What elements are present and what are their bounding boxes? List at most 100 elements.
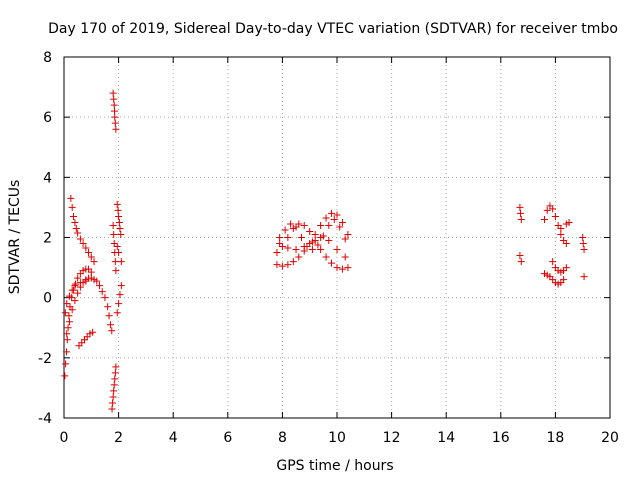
data-point [273, 261, 281, 269]
data-point [82, 244, 90, 252]
data-point [108, 327, 116, 335]
data-point [549, 205, 557, 213]
data-point [540, 215, 548, 223]
data-point [112, 363, 120, 371]
data-point [549, 258, 557, 266]
data-point [344, 230, 352, 238]
y-axis-label: SDTVAR / TECUs [7, 180, 23, 295]
data-point [93, 277, 101, 285]
data-point [68, 286, 76, 294]
data-point [116, 291, 124, 299]
data-point [117, 282, 125, 290]
x-tick-label: 8 [278, 430, 287, 446]
data-point [562, 240, 570, 248]
data-points [61, 89, 588, 413]
data-point [74, 229, 82, 237]
data-point [111, 119, 119, 127]
data-point [325, 221, 333, 229]
data-point [111, 113, 119, 121]
x-tick-label: 16 [492, 430, 510, 446]
data-point [338, 218, 346, 226]
y-tick-label: 8 [43, 50, 52, 66]
data-point [560, 276, 568, 284]
x-tick-label: 10 [328, 430, 346, 446]
data-point [336, 223, 344, 231]
data-point [108, 405, 116, 413]
data-point [105, 312, 113, 320]
data-point [111, 258, 119, 266]
data-point [106, 321, 114, 329]
data-point [110, 95, 118, 103]
data-point [322, 253, 330, 261]
data-point [74, 289, 82, 297]
data-point [551, 212, 559, 220]
data-point [516, 209, 524, 217]
data-point [113, 200, 121, 208]
data-point [580, 246, 588, 254]
data-point [308, 246, 316, 254]
data-point [276, 240, 284, 248]
data-point [95, 282, 103, 290]
data-point [63, 330, 71, 338]
data-point [76, 279, 84, 287]
data-point [314, 241, 322, 249]
data-point [110, 240, 118, 248]
data-point [565, 218, 573, 226]
data-point [71, 218, 79, 226]
data-point [276, 234, 284, 241]
data-point [344, 264, 352, 272]
data-point [115, 212, 123, 220]
data-point [68, 203, 76, 211]
data-point [562, 264, 570, 272]
data-point [62, 360, 70, 368]
data-point [74, 274, 82, 282]
data-point [63, 300, 71, 308]
data-point [317, 234, 325, 241]
data-point [110, 387, 118, 395]
data-point [516, 203, 524, 211]
y-tick-label: 2 [43, 231, 52, 247]
data-point [109, 399, 117, 407]
data-point [98, 288, 106, 296]
data-point [111, 107, 119, 115]
y-tick-label: 4 [43, 170, 52, 186]
data-point [298, 234, 306, 241]
data-point [284, 234, 292, 241]
data-point [109, 393, 117, 401]
data-point [330, 215, 338, 223]
data-point [322, 214, 330, 222]
data-point [85, 249, 93, 257]
y-tick-label: -4 [38, 411, 52, 427]
data-point [82, 277, 90, 285]
data-point [292, 223, 300, 231]
data-point [109, 221, 117, 229]
data-point [325, 237, 333, 245]
data-point [114, 206, 122, 214]
data-point [579, 240, 587, 248]
data-point [71, 282, 79, 290]
data-point [62, 348, 70, 356]
data-point [115, 300, 123, 308]
x-tick-label: 20 [601, 430, 619, 446]
data-point [63, 336, 71, 344]
data-point [557, 230, 565, 238]
data-point [87, 253, 95, 261]
data-point [112, 267, 120, 275]
data-point [580, 273, 588, 281]
data-point [109, 89, 117, 97]
data-point [115, 249, 123, 257]
data-point [89, 328, 97, 336]
data-point [71, 297, 79, 305]
data-point [113, 309, 121, 317]
data-point [284, 261, 292, 269]
data-point [72, 224, 80, 232]
data-point [70, 212, 78, 220]
x-tick-label: 12 [383, 430, 401, 446]
data-point [117, 230, 125, 238]
data-point [90, 258, 98, 266]
data-point [341, 253, 349, 261]
data-point [333, 246, 341, 254]
data-point [300, 243, 308, 251]
data-point [517, 215, 525, 223]
data-point [65, 292, 73, 300]
